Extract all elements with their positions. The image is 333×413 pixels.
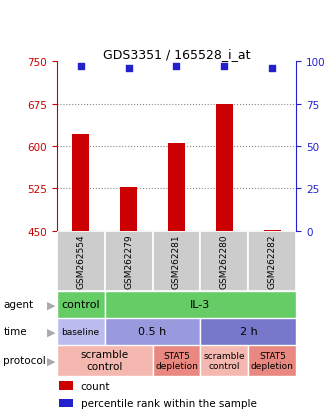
Bar [216, 105, 233, 231]
Text: STAT5
depletion: STAT5 depletion [251, 351, 294, 370]
Bar [105, 318, 200, 345]
Point [126, 65, 131, 72]
Bar [57, 291, 105, 318]
Text: scramble
control: scramble control [204, 351, 245, 370]
Bar [248, 231, 296, 291]
Point [270, 65, 275, 72]
Bar [264, 230, 281, 231]
Text: percentile rank within the sample: percentile rank within the sample [81, 398, 256, 408]
Text: 2 h: 2 h [239, 326, 257, 337]
Text: IL-3: IL-3 [190, 299, 210, 310]
Text: agent: agent [3, 299, 33, 310]
Bar [200, 345, 248, 376]
Bar [168, 143, 185, 231]
Bar [105, 291, 296, 318]
Bar [59, 399, 73, 407]
Bar [153, 345, 200, 376]
Text: protocol: protocol [3, 355, 46, 366]
Bar [59, 381, 73, 390]
Text: ▶: ▶ [47, 355, 56, 366]
Bar [72, 135, 89, 231]
Text: GSM262281: GSM262281 [172, 234, 181, 288]
Text: GSM262554: GSM262554 [76, 234, 85, 288]
Bar [200, 318, 296, 345]
Text: baseline: baseline [62, 327, 100, 336]
Text: 0.5 h: 0.5 h [139, 326, 166, 337]
Text: GSM262282: GSM262282 [268, 234, 277, 288]
Bar [57, 231, 105, 291]
Text: ▶: ▶ [47, 299, 56, 310]
Text: count: count [81, 381, 110, 391]
Text: control: control [61, 299, 100, 310]
Bar [57, 345, 153, 376]
Point [78, 64, 83, 70]
Text: STAT5
depletion: STAT5 depletion [155, 351, 198, 370]
Text: ▶: ▶ [47, 326, 56, 337]
Bar [120, 188, 137, 231]
Text: scramble
control: scramble control [81, 349, 129, 371]
Text: time: time [3, 326, 27, 337]
Point [174, 64, 179, 70]
Bar [200, 231, 248, 291]
Bar [57, 318, 105, 345]
Point [222, 64, 227, 70]
Bar [105, 231, 153, 291]
Title: GDS3351 / 165528_i_at: GDS3351 / 165528_i_at [103, 48, 250, 61]
Text: GSM262280: GSM262280 [220, 234, 229, 288]
Text: GSM262279: GSM262279 [124, 234, 133, 288]
Bar [248, 345, 296, 376]
Bar [153, 231, 200, 291]
